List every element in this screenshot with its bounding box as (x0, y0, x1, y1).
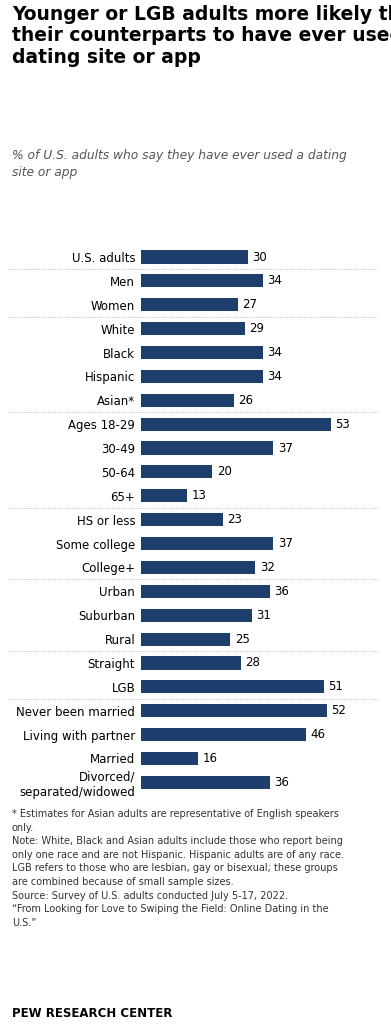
Text: 13: 13 (192, 489, 206, 503)
Text: 26: 26 (238, 394, 253, 407)
Bar (141, 346, 263, 359)
Bar (141, 513, 223, 526)
Text: 36: 36 (274, 776, 289, 788)
Bar (141, 465, 212, 478)
Text: 16: 16 (203, 752, 217, 765)
Bar (141, 752, 198, 765)
Text: 36: 36 (274, 585, 289, 598)
Bar (141, 537, 273, 550)
Text: 34: 34 (267, 370, 282, 383)
Text: 52: 52 (332, 705, 346, 717)
Bar (141, 656, 241, 670)
Text: 23: 23 (228, 513, 242, 526)
Bar (141, 298, 238, 311)
Text: 28: 28 (246, 656, 260, 670)
Text: 37: 37 (278, 537, 292, 550)
Text: 53: 53 (335, 418, 350, 431)
Bar (141, 728, 306, 741)
Bar (141, 441, 273, 455)
Bar (141, 561, 255, 574)
Bar (141, 418, 331, 431)
Text: * Estimates for Asian adults are representative of English speakers
only.
Note: : * Estimates for Asian adults are represe… (12, 809, 344, 928)
Bar (141, 608, 252, 622)
Text: 51: 51 (328, 680, 343, 693)
Text: 27: 27 (242, 298, 257, 311)
Text: 34: 34 (267, 274, 282, 288)
Bar (141, 370, 263, 383)
Bar (141, 489, 187, 503)
Text: 30: 30 (253, 251, 267, 263)
Text: 34: 34 (267, 346, 282, 359)
Bar (141, 633, 230, 646)
Text: 25: 25 (235, 633, 249, 645)
Text: % of U.S. adults who say they have ever used a dating
site or app: % of U.S. adults who say they have ever … (12, 150, 346, 179)
Text: 31: 31 (256, 608, 271, 622)
Text: Younger or LGB adults more likely than
their counterparts to have ever used a
da: Younger or LGB adults more likely than t… (12, 5, 391, 67)
Bar (141, 680, 324, 693)
Bar (141, 776, 270, 788)
Bar (141, 585, 270, 598)
Text: 46: 46 (310, 728, 325, 741)
Text: 32: 32 (260, 561, 274, 573)
Bar (141, 251, 248, 263)
Text: 37: 37 (278, 441, 292, 455)
Bar (141, 705, 327, 717)
Bar (141, 393, 234, 407)
Text: 29: 29 (249, 323, 264, 335)
Text: 20: 20 (217, 466, 231, 478)
Bar (141, 323, 245, 335)
Text: PEW RESEARCH CENTER: PEW RESEARCH CENTER (12, 1007, 172, 1020)
Bar (141, 274, 263, 288)
